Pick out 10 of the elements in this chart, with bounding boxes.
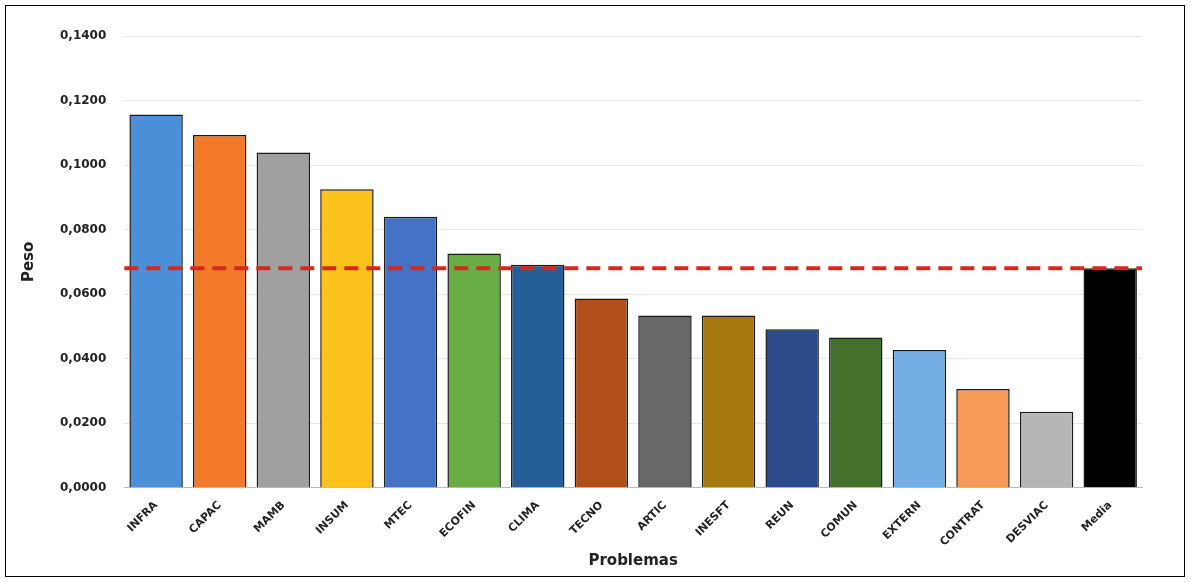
y-tick-label: 0,0000 [59,479,107,494]
y-tick-label: 0,1400 [59,28,107,43]
y-axis-title: Peso [18,241,37,283]
y-tick-label: 0,0600 [59,286,107,301]
y-tick-label: 0,0200 [59,415,107,430]
y-tick-label: 0,0800 [59,221,107,236]
y-tick-label: 0,0400 [59,350,107,365]
y-tick-label: 0,1200 [59,92,107,107]
y-tick-label: 0,1000 [59,157,107,172]
x-axis-title: Problemas [588,550,678,569]
